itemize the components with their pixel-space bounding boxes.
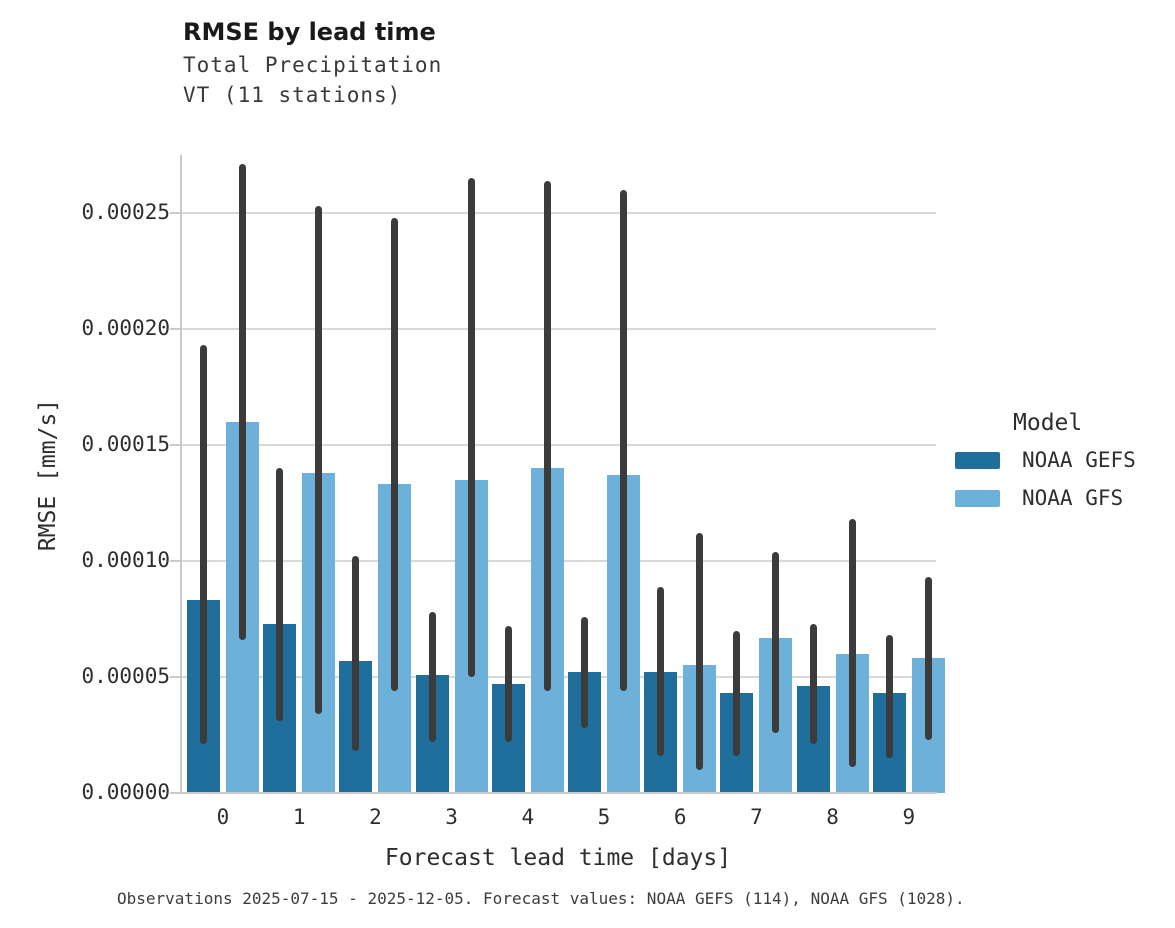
legend-label-gefs: NOAA GEFS	[1022, 448, 1136, 472]
x-tick-label-1: 1	[292, 805, 306, 829]
error-bar-noaa-gefs-lead4	[504, 625, 512, 742]
x-tick-label-6: 6	[673, 805, 687, 829]
y-tick-label-0.00000: 0.00000	[81, 780, 170, 804]
x-tick-label-0: 0	[216, 805, 230, 829]
x-tick-label-8: 8	[826, 805, 839, 829]
y-tick-mark-3	[170, 444, 181, 446]
error-bar-noaa-gfs-lead1	[315, 206, 323, 715]
chart-subtitle-region: VT (11 stations)	[183, 83, 402, 107]
legend: Model NOAA GEFS NOAA GFS	[955, 410, 1136, 524]
chart-subtitle-variable: Total Precipitation	[183, 53, 443, 77]
gridline-0.00015	[181, 444, 936, 446]
y-axis-label: RMSE [mm/s]	[35, 398, 61, 552]
y-tick-mark-4	[170, 328, 181, 330]
x-tick-label-3: 3	[445, 805, 458, 829]
y-tick-mark-0	[170, 792, 181, 794]
error-bar-noaa-gfs-lead0	[239, 164, 246, 640]
error-bar-noaa-gefs-lead1	[276, 468, 284, 722]
error-bar-noaa-gefs-lead5	[581, 616, 588, 729]
chart-title: RMSE by lead time	[183, 18, 436, 46]
legend-label-gfs: NOAA GFS	[1022, 486, 1124, 510]
error-bar-noaa-gefs-lead0	[200, 345, 207, 745]
gridline-0.00020	[181, 328, 936, 330]
y-tick-label-0.00005: 0.00005	[81, 664, 170, 688]
error-bar-noaa-gfs-lead5	[620, 189, 627, 691]
error-bar-noaa-gefs-lead7	[733, 630, 741, 756]
error-bar-noaa-gfs-lead4	[543, 180, 551, 691]
legend-swatch-gfs	[955, 489, 1000, 507]
legend-swatch-gefs	[955, 451, 1000, 469]
error-bar-noaa-gfs-lead3	[467, 178, 475, 677]
error-bar-noaa-gefs-lead3	[428, 612, 436, 742]
error-bar-noaa-gefs-lead6	[657, 586, 665, 756]
legend-entry-gefs: NOAA GEFS	[955, 448, 1136, 472]
x-axis-label: Forecast lead time [days]	[384, 845, 732, 871]
x-tick-label-2: 2	[369, 805, 382, 829]
x-axis-spine	[180, 792, 937, 794]
error-bar-noaa-gfs-lead7	[772, 551, 780, 733]
y-axis-spine	[180, 155, 182, 793]
gridline-0.00025	[181, 212, 936, 214]
y-tick-mark-2	[170, 560, 181, 562]
y-tick-label-0.00015: 0.00015	[81, 432, 170, 456]
error-bar-noaa-gefs-lead9	[885, 635, 893, 759]
error-bar-noaa-gfs-lead2	[391, 217, 399, 691]
x-tick-label-4: 4	[521, 805, 535, 829]
y-tick-label-0.00010: 0.00010	[81, 548, 170, 572]
plot-area	[170, 155, 945, 794]
error-bar-noaa-gfs-lead9	[924, 577, 932, 740]
y-tick-label-0.00020: 0.00020	[81, 316, 170, 340]
error-bar-noaa-gfs-lead6	[696, 533, 704, 770]
y-tick-mark-1	[170, 676, 181, 678]
x-tick-label-5: 5	[597, 805, 611, 829]
chart-caption: Observations 2025-07-15 - 2025-12-05. Fo…	[117, 889, 965, 908]
error-bar-noaa-gfs-lead8	[848, 519, 856, 768]
y-tick-label-0.00025: 0.00025	[81, 200, 170, 224]
error-bar-noaa-gefs-lead8	[809, 623, 817, 745]
x-tick-label-7: 7	[750, 805, 763, 829]
y-tick-mark-5	[170, 212, 181, 214]
error-bar-noaa-gefs-lead2	[352, 556, 360, 752]
legend-title: Model	[1013, 410, 1083, 436]
x-tick-label-9: 9	[902, 805, 916, 829]
legend-entry-gfs: NOAA GFS	[955, 486, 1136, 510]
